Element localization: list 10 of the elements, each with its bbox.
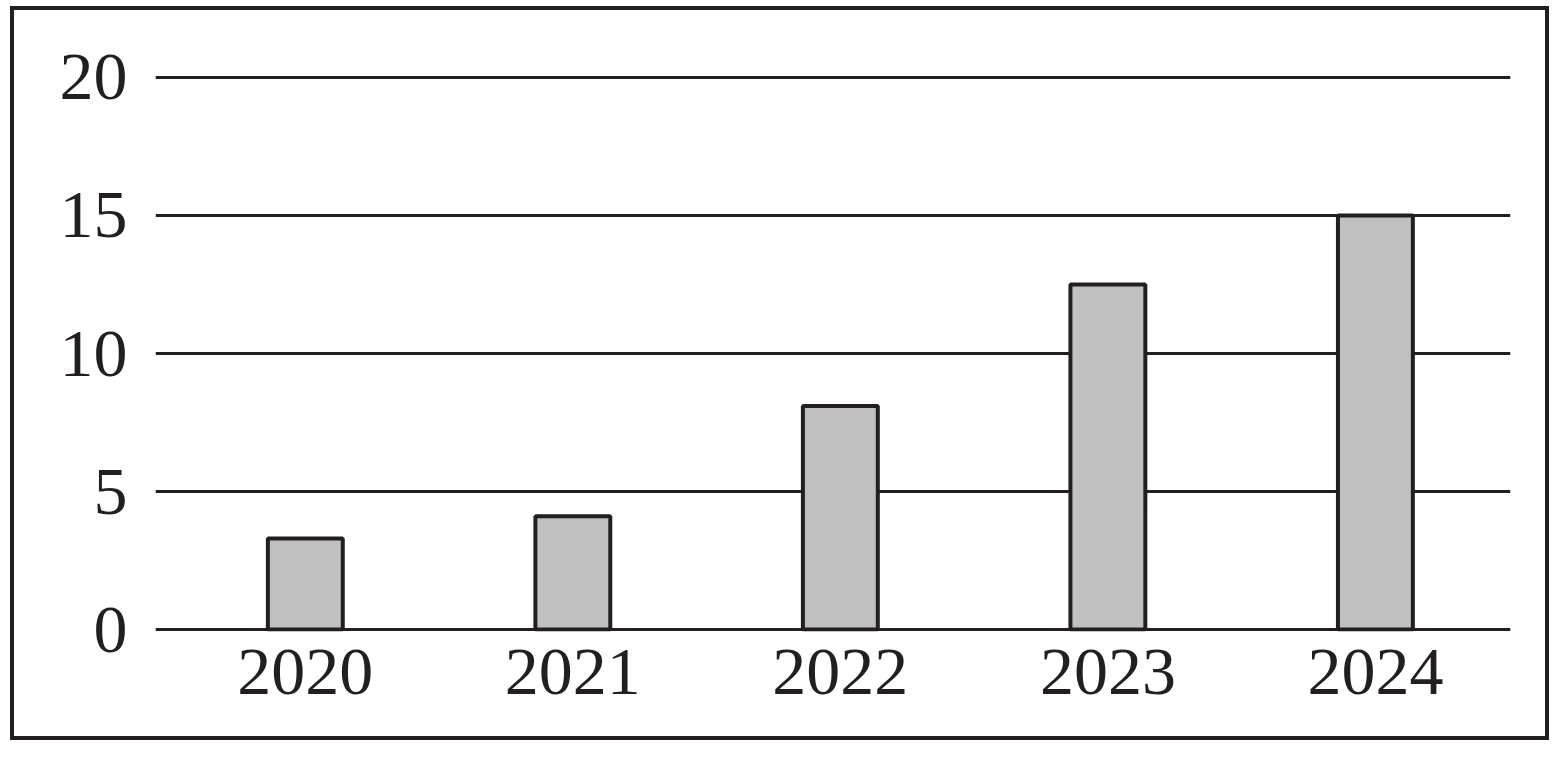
- y-tick-label: 20: [59, 38, 128, 115]
- y-tick-label: 10: [59, 314, 128, 391]
- y-tick-label: 5: [93, 452, 128, 529]
- x-tick-label: 2022: [772, 632, 909, 709]
- y-tick-label: 15: [59, 176, 128, 253]
- x-tick-label: 2021: [504, 632, 641, 709]
- x-tick-label: 2020: [237, 632, 374, 709]
- y-tick-label: 0: [93, 590, 128, 667]
- x-tick-label: 2023: [1039, 632, 1176, 709]
- x-tick-label: 2024: [1307, 632, 1444, 709]
